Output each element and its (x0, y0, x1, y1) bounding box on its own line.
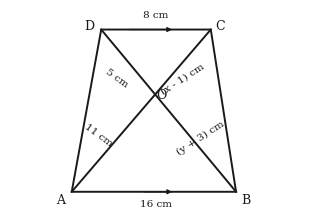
Text: C: C (216, 20, 225, 33)
Text: 16 cm: 16 cm (140, 200, 172, 209)
Text: 5 cm: 5 cm (104, 67, 129, 89)
Text: D: D (85, 20, 95, 33)
Text: 8 cm: 8 cm (143, 11, 169, 20)
Text: (y + 3) cm: (y + 3) cm (175, 119, 226, 157)
Text: O: O (157, 89, 167, 102)
Text: 11 cm: 11 cm (83, 122, 114, 148)
Text: A: A (56, 194, 65, 207)
Text: (x - 1) cm: (x - 1) cm (159, 62, 206, 96)
Text: B: B (241, 194, 250, 207)
